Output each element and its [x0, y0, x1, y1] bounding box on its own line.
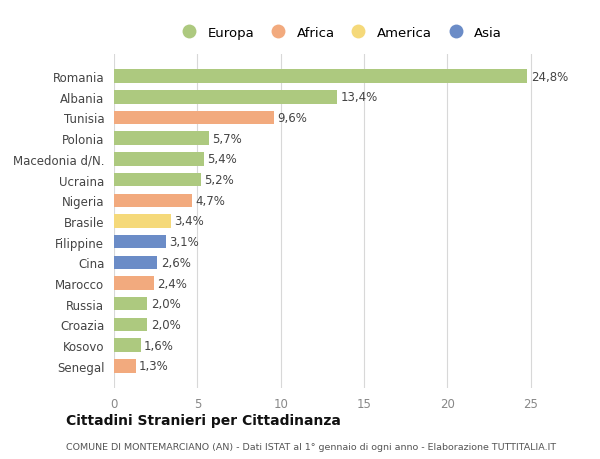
- Bar: [114, 256, 157, 269]
- Text: 2,4%: 2,4%: [157, 277, 187, 290]
- Text: 5,2%: 5,2%: [204, 174, 234, 187]
- Bar: [114, 235, 166, 249]
- Bar: [114, 339, 140, 352]
- Text: Cittadini Stranieri per Cittadinanza: Cittadini Stranieri per Cittadinanza: [66, 414, 341, 428]
- Text: COMUNE DI MONTEMARCIANO (AN) - Dati ISTAT al 1° gennaio di ogni anno - Elaborazi: COMUNE DI MONTEMARCIANO (AN) - Dati ISTA…: [66, 442, 556, 451]
- Text: 9,6%: 9,6%: [277, 112, 307, 125]
- Legend: Europa, Africa, America, Asia: Europa, Africa, America, Asia: [170, 22, 508, 45]
- Text: 2,0%: 2,0%: [151, 297, 181, 311]
- Text: 1,6%: 1,6%: [144, 339, 174, 352]
- Bar: [114, 153, 204, 166]
- Text: 2,0%: 2,0%: [151, 318, 181, 331]
- Text: 2,6%: 2,6%: [161, 256, 191, 269]
- Bar: [114, 277, 154, 290]
- Text: 5,7%: 5,7%: [212, 132, 242, 146]
- Text: 13,4%: 13,4%: [341, 91, 378, 104]
- Bar: [114, 359, 136, 373]
- Bar: [114, 132, 209, 146]
- Bar: [114, 70, 527, 84]
- Bar: [114, 215, 170, 228]
- Text: 4,7%: 4,7%: [196, 194, 226, 207]
- Text: 3,4%: 3,4%: [174, 215, 204, 228]
- Text: 3,1%: 3,1%: [169, 235, 199, 249]
- Text: 24,8%: 24,8%: [530, 70, 568, 84]
- Bar: [114, 194, 193, 207]
- Bar: [114, 318, 148, 331]
- Bar: [114, 297, 148, 311]
- Bar: [114, 91, 337, 104]
- Text: 1,3%: 1,3%: [139, 359, 169, 373]
- Text: 5,4%: 5,4%: [208, 153, 237, 166]
- Bar: [114, 112, 274, 125]
- Bar: [114, 174, 200, 187]
